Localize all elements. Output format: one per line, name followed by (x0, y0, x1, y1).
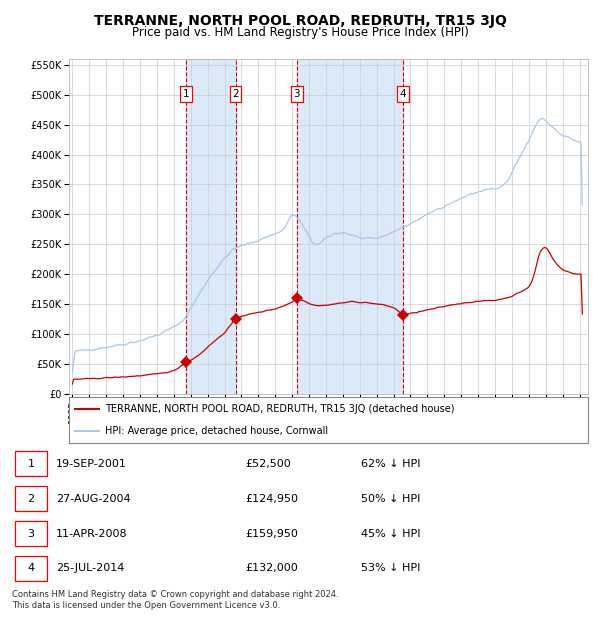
FancyBboxPatch shape (15, 451, 47, 476)
Text: 53% ↓ HPI: 53% ↓ HPI (361, 564, 421, 574)
Text: 1: 1 (182, 89, 189, 99)
Bar (297, 59, 403, 394)
Text: 25-JUL-2014: 25-JUL-2014 (56, 564, 124, 574)
Text: 1: 1 (28, 459, 34, 469)
Text: TERRANNE, NORTH POOL ROAD, REDRUTH, TR15 3JQ: TERRANNE, NORTH POOL ROAD, REDRUTH, TR15… (94, 14, 506, 28)
Text: 2: 2 (232, 89, 239, 99)
Text: £124,950: £124,950 (245, 494, 298, 503)
Bar (186, 59, 236, 394)
Text: £159,950: £159,950 (245, 529, 298, 539)
Text: 11-APR-2008: 11-APR-2008 (56, 529, 127, 539)
FancyBboxPatch shape (15, 521, 47, 546)
Text: TERRANNE, NORTH POOL ROAD, REDRUTH, TR15 3JQ (detached house): TERRANNE, NORTH POOL ROAD, REDRUTH, TR15… (106, 404, 455, 414)
Text: 3: 3 (293, 89, 300, 99)
Text: Price paid vs. HM Land Registry's House Price Index (HPI): Price paid vs. HM Land Registry's House … (131, 26, 469, 39)
Text: 3: 3 (28, 529, 34, 539)
FancyBboxPatch shape (15, 486, 47, 512)
Text: 4: 4 (400, 89, 406, 99)
Text: HPI: Average price, detached house, Cornwall: HPI: Average price, detached house, Corn… (106, 426, 328, 436)
Text: 4: 4 (28, 564, 34, 574)
Text: 2: 2 (28, 494, 34, 503)
Text: 19-SEP-2001: 19-SEP-2001 (56, 459, 127, 469)
Text: 45% ↓ HPI: 45% ↓ HPI (361, 529, 421, 539)
Text: £52,500: £52,500 (245, 459, 290, 469)
Text: £132,000: £132,000 (245, 564, 298, 574)
Text: 50% ↓ HPI: 50% ↓ HPI (361, 494, 421, 503)
FancyBboxPatch shape (15, 556, 47, 581)
Text: 62% ↓ HPI: 62% ↓ HPI (361, 459, 421, 469)
Text: Contains HM Land Registry data © Crown copyright and database right 2024.: Contains HM Land Registry data © Crown c… (12, 590, 338, 600)
Text: This data is licensed under the Open Government Licence v3.0.: This data is licensed under the Open Gov… (12, 601, 280, 611)
Text: 27-AUG-2004: 27-AUG-2004 (56, 494, 130, 503)
